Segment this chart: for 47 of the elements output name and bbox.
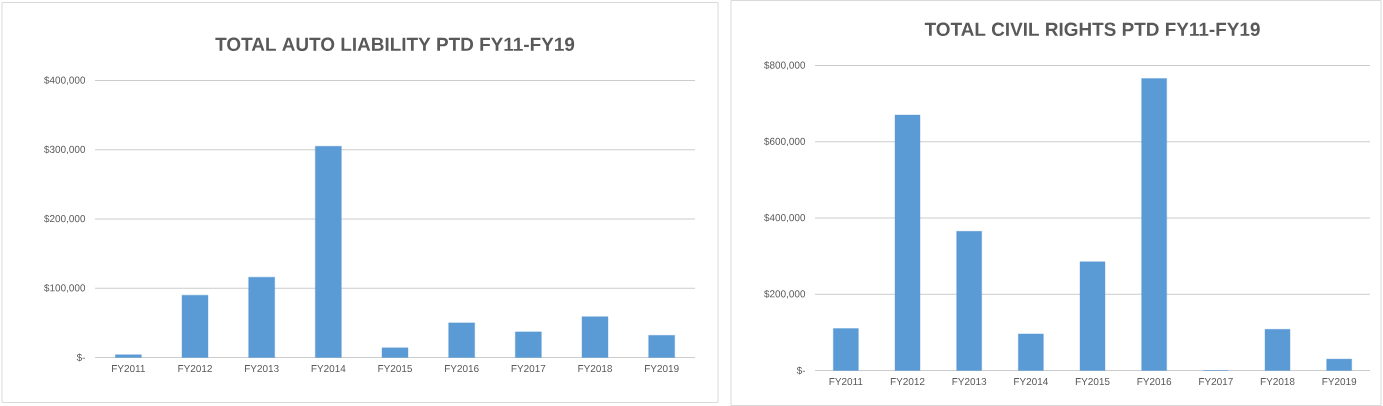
y-tick-label: $300,000 (44, 145, 86, 155)
x-tick-label: FY2012 (890, 378, 925, 386)
bar (315, 146, 342, 358)
bar (115, 354, 142, 358)
x-tick-label: FY2011 (829, 378, 863, 386)
x-tick-label: FY2019 (1322, 378, 1357, 386)
x-tick-label: FY2019 (645, 365, 679, 373)
x-tick-label: FY2017 (1199, 378, 1233, 386)
x-tick-label: FY2018 (1260, 378, 1295, 386)
bar (1141, 78, 1167, 371)
x-tick-label: FY2013 (952, 378, 987, 386)
y-tick-label: $- (76, 353, 86, 362)
chart-title: TOTAL AUTO LIABILITY PTD FY11-FY19 (215, 37, 575, 52)
x-tick-label: FY2016 (1137, 378, 1172, 386)
y-tick-label: $100,000 (44, 283, 86, 293)
y-tick-label: $800,000 (764, 61, 806, 70)
y-tick-label: $400,000 (764, 213, 806, 223)
bar (381, 347, 409, 358)
x-tick-label: FY2018 (578, 365, 613, 373)
bar (1326, 358, 1352, 371)
y-tick-label: $600,000 (764, 137, 806, 147)
chart-title: TOTAL CIVIL RIGHTS PTD FY11-FY19 (924, 22, 1260, 36)
bar (515, 331, 542, 358)
x-tick-label: FY2015 (378, 365, 413, 373)
y-tick-label: $200,000 (764, 289, 806, 299)
x-tick-label: FY2015 (1075, 378, 1110, 386)
x-tick-label: FY2017 (511, 365, 546, 373)
bar (1079, 261, 1106, 371)
bar (1018, 333, 1044, 371)
bar (648, 335, 675, 358)
x-tick-label: FY2013 (245, 365, 279, 373)
bar (956, 231, 982, 371)
bar (894, 114, 921, 371)
x-tick-label: FY2011 (112, 365, 145, 373)
x-tick-label: FY2014 (1014, 378, 1048, 386)
bar (833, 328, 859, 371)
bar (248, 276, 275, 358)
x-tick-label: FY2014 (311, 365, 346, 373)
bar (1264, 329, 1291, 371)
y-tick-label: $400,000 (44, 76, 86, 85)
y-tick-label: $200,000 (44, 214, 86, 224)
x-tick-label: FY2016 (445, 365, 479, 373)
bar (181, 294, 209, 358)
x-tick-label: FY2012 (178, 365, 212, 373)
bar (448, 322, 475, 358)
bar (581, 316, 609, 358)
y-tick-label: $- (796, 366, 806, 375)
